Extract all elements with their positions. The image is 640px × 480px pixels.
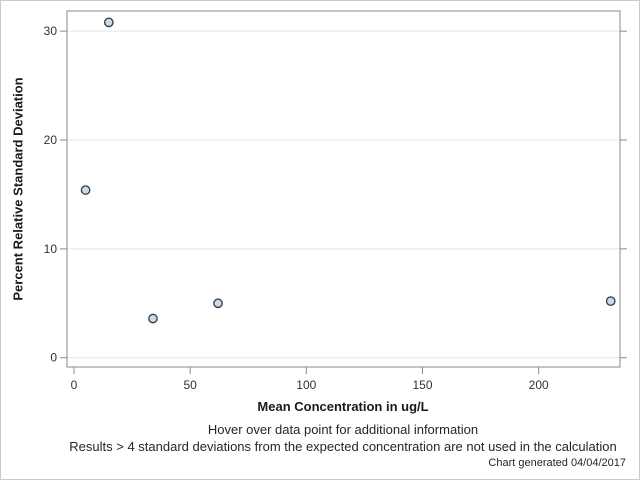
x-tick-label: 0: [71, 378, 78, 392]
chart-generated-date: Chart generated 04/04/2017: [488, 457, 626, 469]
x-axis-title: Mean Concentration in ug/L: [257, 399, 429, 414]
data-point[interactable]: [80, 185, 91, 195]
y-tick-label: 20: [44, 133, 58, 147]
x-tick-label: 200: [529, 378, 549, 392]
x-tick-label: 150: [412, 378, 432, 392]
y-axis-title: Percent Relative Standard Deviation: [10, 77, 26, 301]
data-point[interactable]: [148, 313, 158, 324]
x-tick-label: 100: [296, 378, 316, 392]
footnote-hover-hint: Hover over data point for additional inf…: [207, 422, 479, 437]
data-point[interactable]: [605, 296, 616, 307]
data-point[interactable]: [213, 298, 223, 309]
y-tick-label: 0: [50, 351, 57, 365]
footnote-exclusion-rule: Results > 4 standard deviations from the…: [69, 439, 617, 454]
data-point[interactable]: [103, 17, 114, 28]
plot-frame: [66, 10, 621, 368]
y-tick-label: 30: [44, 24, 58, 38]
y-tick-label: 10: [44, 242, 58, 256]
x-tick-label: 50: [183, 378, 197, 392]
